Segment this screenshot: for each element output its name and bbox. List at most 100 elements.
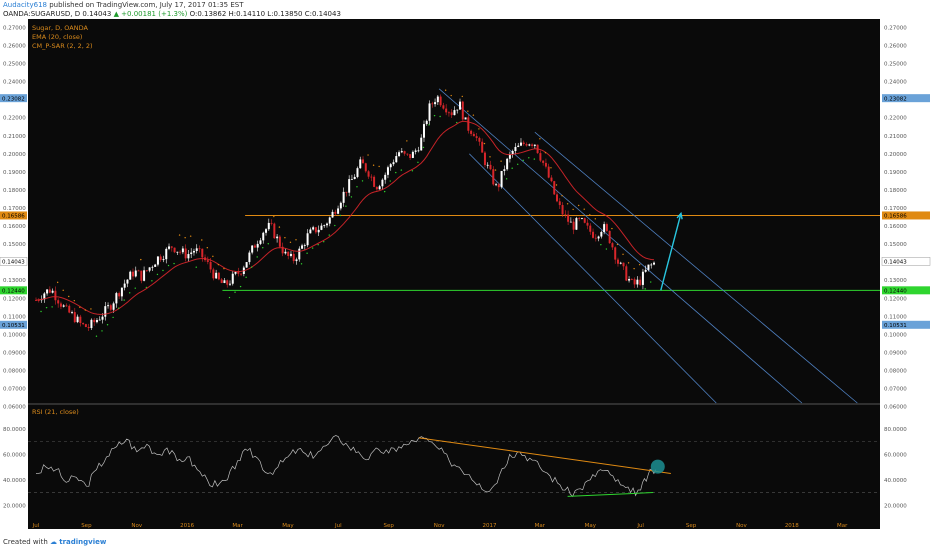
candle-body (462, 102, 464, 120)
candle-body (146, 270, 148, 271)
candle-body (179, 252, 181, 253)
candle-body (290, 254, 292, 256)
candle-body (160, 256, 162, 260)
candle-body (429, 103, 431, 120)
psar-dot (173, 263, 174, 264)
psar-dot (600, 244, 601, 245)
rsi-tick-label-left: 40.0000 (3, 478, 26, 484)
candle-body (481, 142, 483, 153)
price-tick-label-right: 0.15000 (884, 242, 907, 248)
candle-body (71, 312, 73, 313)
psar-dot (312, 247, 313, 248)
time-tick-label: 2017 (482, 523, 496, 529)
price-tick-label-left: 0.06000 (3, 405, 26, 411)
candle-body (199, 248, 201, 249)
psar-dot (395, 172, 396, 173)
candle-body (609, 231, 611, 243)
candle-body (351, 179, 353, 180)
candle-body (456, 110, 458, 111)
candle-body (376, 187, 378, 189)
candle-body (387, 167, 389, 175)
candle-body (207, 260, 209, 262)
psar-dot (478, 128, 479, 129)
price-label-lower-left: 0.10531 (2, 323, 25, 329)
candle-body (415, 150, 417, 151)
psar-dot (390, 180, 391, 181)
psar-dot (534, 158, 535, 159)
candle-body (79, 317, 81, 323)
psar-dot (146, 287, 147, 288)
psar-dot (135, 287, 136, 288)
candle-body (448, 112, 450, 113)
candle-body (226, 280, 228, 284)
candle-body (611, 243, 613, 247)
candle-body (273, 224, 275, 239)
psar-dot (284, 237, 285, 238)
candle-body (129, 272, 131, 280)
candle-body (110, 305, 112, 310)
candle-body (240, 274, 242, 275)
candle-body (113, 303, 115, 309)
price-label-upper-left: 0.23082 (2, 96, 25, 102)
candle-body (365, 163, 367, 171)
psar-dot (345, 205, 346, 206)
price-tick-label-left: 0.17000 (3, 206, 26, 212)
psar-dot (123, 299, 124, 300)
price-tick-label-left: 0.15000 (3, 242, 26, 248)
candle-body (495, 184, 497, 185)
rsi-tick-label-left: 60.0000 (3, 452, 26, 458)
psar-dot (622, 254, 623, 255)
candle-body (52, 291, 54, 293)
candle-body (251, 246, 253, 253)
price-tick-label-left: 0.11000 (3, 314, 26, 320)
time-tick-label: Nov (736, 523, 747, 529)
psar-dot (633, 268, 634, 269)
psar-dot (306, 253, 307, 254)
footer-brand[interactable]: tradingview (59, 538, 106, 546)
price-tick-label-right: 0.10000 (884, 332, 907, 338)
candle-body (598, 237, 600, 239)
candle-body (343, 192, 345, 203)
candle-body (312, 227, 314, 229)
psar-dot (650, 281, 651, 282)
candle-body (440, 97, 442, 106)
candle-body (501, 171, 503, 187)
psar-dot (179, 234, 180, 235)
candle-body (237, 272, 239, 274)
psar-dot (74, 300, 75, 301)
candle-body (287, 252, 289, 256)
time-tick-label: Nov (434, 523, 445, 529)
candle-body (293, 254, 295, 261)
candle-body (550, 178, 552, 182)
psar-dot (439, 116, 440, 117)
psar-dot (567, 203, 568, 204)
candle-body (232, 274, 234, 284)
candle-body (115, 293, 117, 303)
candle-body (210, 262, 212, 269)
candle-body (442, 105, 444, 108)
candle-body (57, 300, 59, 303)
candle-body (326, 224, 328, 226)
candle-body (614, 247, 616, 259)
psar-dot (517, 164, 518, 165)
candle-body (345, 192, 347, 193)
candle-body (46, 289, 48, 293)
psar-dot (279, 226, 280, 227)
candle-body (426, 121, 428, 124)
psar-dot (412, 170, 413, 171)
psar-dot (295, 239, 296, 240)
price-tick-label-right: 0.11000 (884, 314, 907, 320)
candle-body (570, 222, 572, 223)
psar-dot (251, 266, 252, 267)
candle-body (398, 152, 400, 156)
psar-dot (473, 114, 474, 115)
psar-dot (561, 195, 562, 196)
psar-dot (245, 277, 246, 278)
candle-body (165, 249, 167, 259)
candle-body (82, 323, 84, 324)
candle-body (143, 270, 145, 280)
psar-dot (201, 239, 202, 240)
candle-body (379, 186, 381, 189)
candle-body (77, 317, 79, 322)
